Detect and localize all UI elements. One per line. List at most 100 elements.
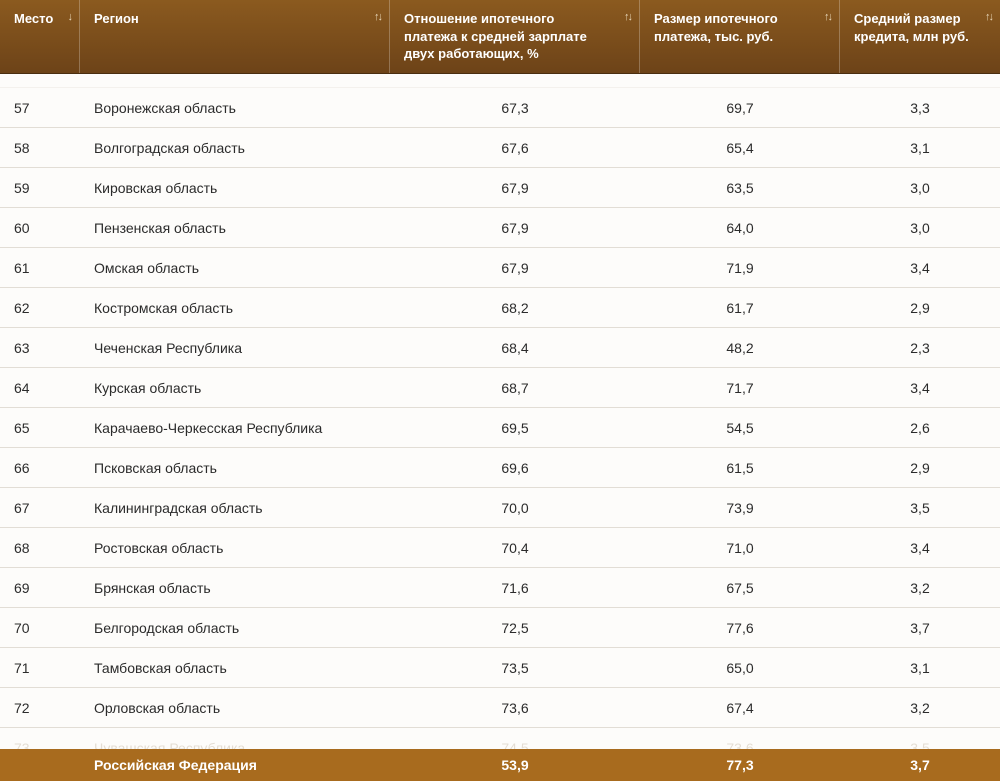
sort-icon[interactable]: ↑↓ <box>824 10 831 25</box>
region-cell: Чувашская Республика <box>80 740 390 750</box>
region-cell: Брянская область <box>80 580 390 596</box>
rank-cell: 64 <box>0 380 80 396</box>
sort-icon[interactable]: ↑↓ <box>985 10 992 25</box>
rank-cell: 67 <box>0 500 80 516</box>
payment-cell: 64,0 <box>640 220 840 236</box>
table-row: 68Ростовская область70,471,03,4 <box>0 528 1000 568</box>
rank-cell: 70 <box>0 620 80 636</box>
ratio-cell: 69,5 <box>390 420 640 436</box>
col-header-loan[interactable]: Средний размер кредита, млн руб. ↑↓ <box>840 0 1000 73</box>
payment-cell: 69,7 <box>640 100 840 116</box>
loan-cell: 3,0 <box>840 180 1000 196</box>
region-cell: Псковская область <box>80 460 390 476</box>
rank-cell: 71 <box>0 660 80 676</box>
loan-cell: 3,0 <box>840 220 1000 236</box>
loan-cell: 3,2 <box>840 580 1000 596</box>
col-header-region[interactable]: Регион ↑↓ <box>80 0 390 73</box>
rank-cell: 65 <box>0 420 80 436</box>
footer-region: Российская Федерация <box>80 757 390 773</box>
sort-icon[interactable]: ↑↓ <box>624 10 631 25</box>
region-cell: Омская область <box>80 260 390 276</box>
ratio-cell: 74,5 <box>390 740 640 750</box>
ratio-cell: 68,7 <box>390 380 640 396</box>
loan-cell: 3,3 <box>840 100 1000 116</box>
ratio-cell: 73,5 <box>390 660 640 676</box>
region-cell: Чеченская Республика <box>80 340 390 356</box>
table-row: 62Костромская область68,261,72,9 <box>0 288 1000 328</box>
ratio-cell: 72,5 <box>390 620 640 636</box>
ratio-cell: 67,9 <box>390 260 640 276</box>
col-header-rank[interactable]: Место ↓ <box>0 0 80 73</box>
table-body: 57Воронежская область67,369,73,358Волгог… <box>0 74 1000 749</box>
ratio-cell: 70,4 <box>390 540 640 556</box>
payment-cell: 65,0 <box>640 660 840 676</box>
table-row: 71Тамбовская область73,565,03,1 <box>0 648 1000 688</box>
table-row: 69Брянская область71,667,53,2 <box>0 568 1000 608</box>
table-row: 60Пензенская область67,964,03,0 <box>0 208 1000 248</box>
rank-cell: 63 <box>0 340 80 356</box>
payment-cell: 71,0 <box>640 540 840 556</box>
loan-cell: 3,2 <box>840 700 1000 716</box>
rank-cell: 59 <box>0 180 80 196</box>
rank-cell: 57 <box>0 100 80 116</box>
payment-cell: 67,4 <box>640 700 840 716</box>
table-row: 61Омская область67,971,93,4 <box>0 248 1000 288</box>
loan-cell: 3,1 <box>840 140 1000 156</box>
payment-cell: 63,5 <box>640 180 840 196</box>
col-header-ratio[interactable]: Отношение ипотечного платежа к средней з… <box>390 0 640 73</box>
ratio-cell: 67,9 <box>390 220 640 236</box>
region-cell: Воронежская область <box>80 100 390 116</box>
col-header-label: Отношение ипотечного платежа к средней з… <box>404 10 627 63</box>
ratio-cell: 71,6 <box>390 580 640 596</box>
rank-cell: 66 <box>0 460 80 476</box>
loan-cell: 2,3 <box>840 340 1000 356</box>
rank-cell: 61 <box>0 260 80 276</box>
payment-cell: 67,5 <box>640 580 840 596</box>
table-row: 67Калининградская область70,073,93,5 <box>0 488 1000 528</box>
loan-cell: 3,4 <box>840 380 1000 396</box>
loan-cell: 3,5 <box>840 740 1000 750</box>
payment-cell: 71,7 <box>640 380 840 396</box>
region-cell: Карачаево-Черкесская Республика <box>80 420 390 436</box>
loan-cell: 3,7 <box>840 620 1000 636</box>
ratio-cell: 67,9 <box>390 180 640 196</box>
table-row: 72Орловская область73,667,43,2 <box>0 688 1000 728</box>
region-cell: Костромская область <box>80 300 390 316</box>
rank-cell: 72 <box>0 700 80 716</box>
payment-cell: 73,9 <box>640 500 840 516</box>
col-header-label: Регион <box>94 10 377 28</box>
loan-cell: 2,9 <box>840 460 1000 476</box>
mortgage-ranking-table: Место ↓ Регион ↑↓ Отношение ипотечного п… <box>0 0 1000 781</box>
table-row <box>0 74 1000 88</box>
loan-cell: 3,1 <box>840 660 1000 676</box>
payment-cell: 71,9 <box>640 260 840 276</box>
payment-cell: 77,6 <box>640 620 840 636</box>
payment-cell: 73,6 <box>640 740 840 750</box>
loan-cell: 2,9 <box>840 300 1000 316</box>
loan-cell: 3,4 <box>840 540 1000 556</box>
ratio-cell: 70,0 <box>390 500 640 516</box>
table-footer-summary: Российская Федерация 53,9 77,3 3,7 <box>0 749 1000 781</box>
table-row: 57Воронежская область67,369,73,3 <box>0 88 1000 128</box>
footer-ratio: 53,9 <box>390 757 640 773</box>
col-header-payment[interactable]: Размер ипотечного платежа, тыс. руб. ↑↓ <box>640 0 840 73</box>
loan-cell: 3,4 <box>840 260 1000 276</box>
table-row: 70Белгородская область72,577,63,7 <box>0 608 1000 648</box>
region-cell: Орловская область <box>80 700 390 716</box>
sort-icon[interactable]: ↓ <box>68 10 72 25</box>
region-cell: Калининградская область <box>80 500 390 516</box>
payment-cell: 48,2 <box>640 340 840 356</box>
rank-cell: 62 <box>0 300 80 316</box>
region-cell: Волгоградская область <box>80 140 390 156</box>
sort-icon[interactable]: ↑↓ <box>374 10 381 25</box>
ratio-cell: 73,6 <box>390 700 640 716</box>
region-cell: Белгородская область <box>80 620 390 636</box>
region-cell: Пензенская область <box>80 220 390 236</box>
region-cell: Тамбовская область <box>80 660 390 676</box>
table-row: 59Кировская область67,963,53,0 <box>0 168 1000 208</box>
rank-cell: 68 <box>0 540 80 556</box>
table-row: 64Курская область68,771,73,4 <box>0 368 1000 408</box>
table-row: 65Карачаево-Черкесская Республика69,554,… <box>0 408 1000 448</box>
table-header: Место ↓ Регион ↑↓ Отношение ипотечного п… <box>0 0 1000 74</box>
region-cell: Курская область <box>80 380 390 396</box>
